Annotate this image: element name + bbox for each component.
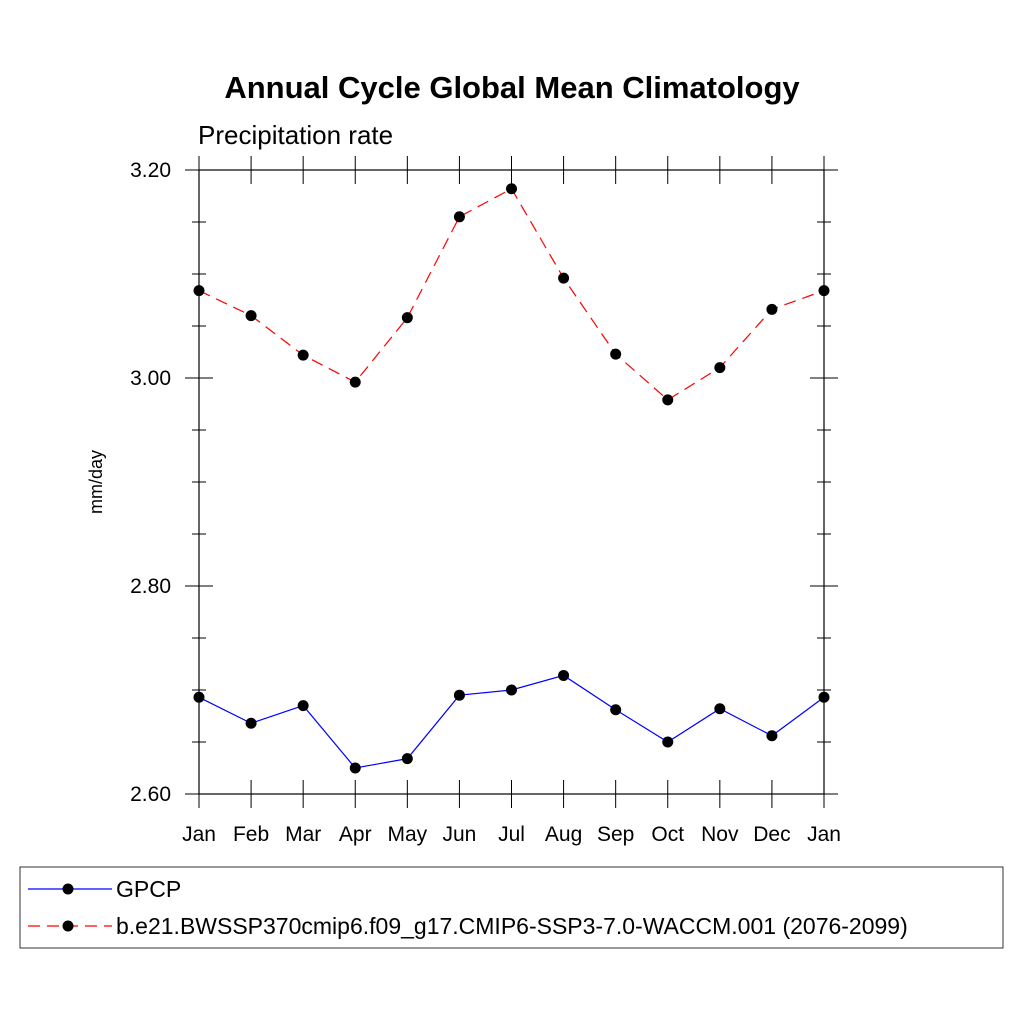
series-1-point (297, 349, 309, 361)
series-1-point (506, 183, 517, 195)
series-layer (193, 183, 830, 774)
series-1-point (766, 303, 778, 315)
x-tick-label: Jun (442, 823, 476, 846)
plot-frame (198, 169, 825, 795)
series-0-point (662, 736, 674, 748)
legend-label-1: b.e21.BWSSP370cmip6.f09_g17.CMIP6-SSP3-7… (116, 913, 908, 939)
x-tick-label: Dec (753, 823, 790, 846)
x-tick-label: Aug (545, 823, 582, 846)
legend-box (19, 866, 1004, 949)
series-1-point (662, 394, 674, 406)
x-tick-label: May (387, 823, 427, 846)
x-tick-labels: Jan Feb Mar Apr May Jun Jul Aug Sep Oct Nov Dec Jan (182, 823, 841, 846)
y-tick-label: 3.20 (130, 159, 171, 182)
x-tick-label: Mar (285, 823, 321, 846)
x-tick-label: Feb (233, 823, 269, 846)
series-0-point (245, 717, 257, 729)
series-1-point (401, 312, 413, 324)
legend-entries: GPCP b.e21.BWSSP370cmip6.f09_g17.CMIP6-SS… (28, 876, 908, 939)
y-tick-label: 2.60 (130, 783, 171, 806)
legend: GPCP b.e21.BWSSP370cmip6.f09_g17.CMIP6-SS… (19, 866, 1004, 949)
series-0-point (714, 703, 726, 715)
series-0-point (401, 753, 413, 765)
x-tick-label: Apr (339, 823, 372, 846)
series-1-point (714, 362, 726, 374)
legend-marker-1 (62, 920, 74, 932)
plot-ticks (185, 156, 838, 808)
legend-marker-0 (62, 883, 74, 895)
legend-label-0: GPCP (116, 876, 181, 902)
series-1-point (453, 211, 465, 223)
series-0-point (453, 689, 465, 701)
series-1-point (610, 348, 622, 360)
series-0-point (506, 684, 517, 696)
series-0-point (297, 700, 309, 712)
chart-subtitle: Precipitation rate (198, 120, 393, 150)
series-0-point (766, 730, 778, 742)
x-tick-label: Nov (701, 823, 739, 846)
chart-title: Annual Cycle Global Mean Climatology (224, 70, 800, 105)
x-tick-label: Jul (498, 823, 525, 846)
y-axis-label: mm/day (86, 450, 106, 514)
y-tick-labels: 2.60 2.80 3.00 3.20 (130, 159, 171, 806)
x-tick-label: Jan (182, 823, 216, 846)
x-tick-label: Jan (807, 823, 841, 846)
y-tick-label: 2.80 (130, 575, 171, 598)
series-0-point (558, 669, 570, 681)
y-tick-label: 3.00 (130, 367, 171, 390)
series-0-point (349, 762, 361, 774)
x-tick-label: Sep (597, 823, 634, 846)
x-tick-label: Oct (651, 823, 684, 846)
series-line-1 (198, 187, 825, 401)
series-1-point (558, 272, 570, 284)
series-0-point (610, 704, 622, 716)
series-1-point (245, 310, 257, 322)
series-1-point (349, 376, 361, 388)
